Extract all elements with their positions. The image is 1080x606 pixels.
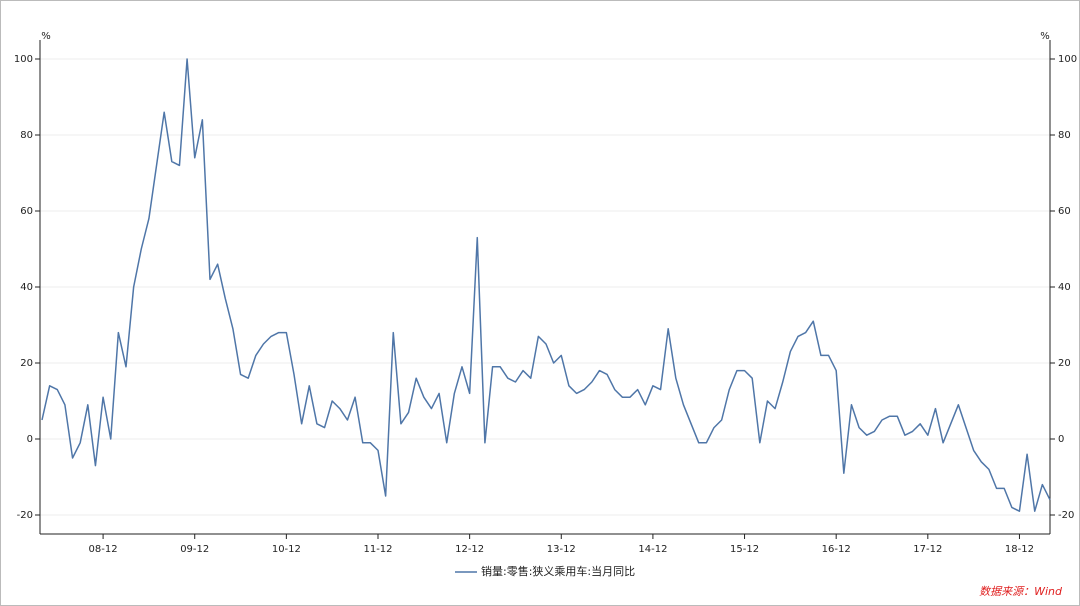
x-tick-label: 08-12 xyxy=(89,544,118,555)
y-tick-label: 100 xyxy=(14,54,33,65)
source: 数据来源：Wind xyxy=(979,585,1063,598)
y2-tick-label: 40 xyxy=(1058,282,1071,293)
x-tick-label: 14-12 xyxy=(638,544,667,555)
x-tick-label: 09-12 xyxy=(180,544,209,555)
y-tick-label: -20 xyxy=(17,510,33,521)
y2-unit: % xyxy=(1040,31,1050,42)
x-tick-label: 15-12 xyxy=(730,544,759,555)
y-unit: % xyxy=(41,31,51,42)
y2-tick-label: -20 xyxy=(1058,510,1074,521)
legend-label: 销量:零售:狭义乘用车:当月同比 xyxy=(481,564,635,578)
x-tick-label: 16-12 xyxy=(822,544,851,555)
x-tick-label: 11-12 xyxy=(363,544,392,555)
y2-tick-label: 80 xyxy=(1058,130,1071,141)
y2-tick-label: 0 xyxy=(1058,434,1064,445)
x-tick-label: 10-12 xyxy=(272,544,301,555)
y-tick-label: 20 xyxy=(20,358,33,369)
x-tick-label: 17-12 xyxy=(913,544,942,555)
series-line xyxy=(41,58,1051,512)
y2-tick-label: 100 xyxy=(1058,54,1077,65)
x-tick-label: 12-12 xyxy=(455,544,484,555)
y-tick-label: 80 xyxy=(20,130,33,141)
y-tick-label: 0 xyxy=(27,434,33,445)
x-tick-label: 13-12 xyxy=(547,544,576,555)
x-tick-label: 18-12 xyxy=(1005,544,1034,555)
y-tick-label: 60 xyxy=(20,206,33,217)
y2-tick-label: 20 xyxy=(1058,358,1071,369)
y-tick-label: 40 xyxy=(20,282,33,293)
y2-tick-label: 60 xyxy=(1058,206,1071,217)
